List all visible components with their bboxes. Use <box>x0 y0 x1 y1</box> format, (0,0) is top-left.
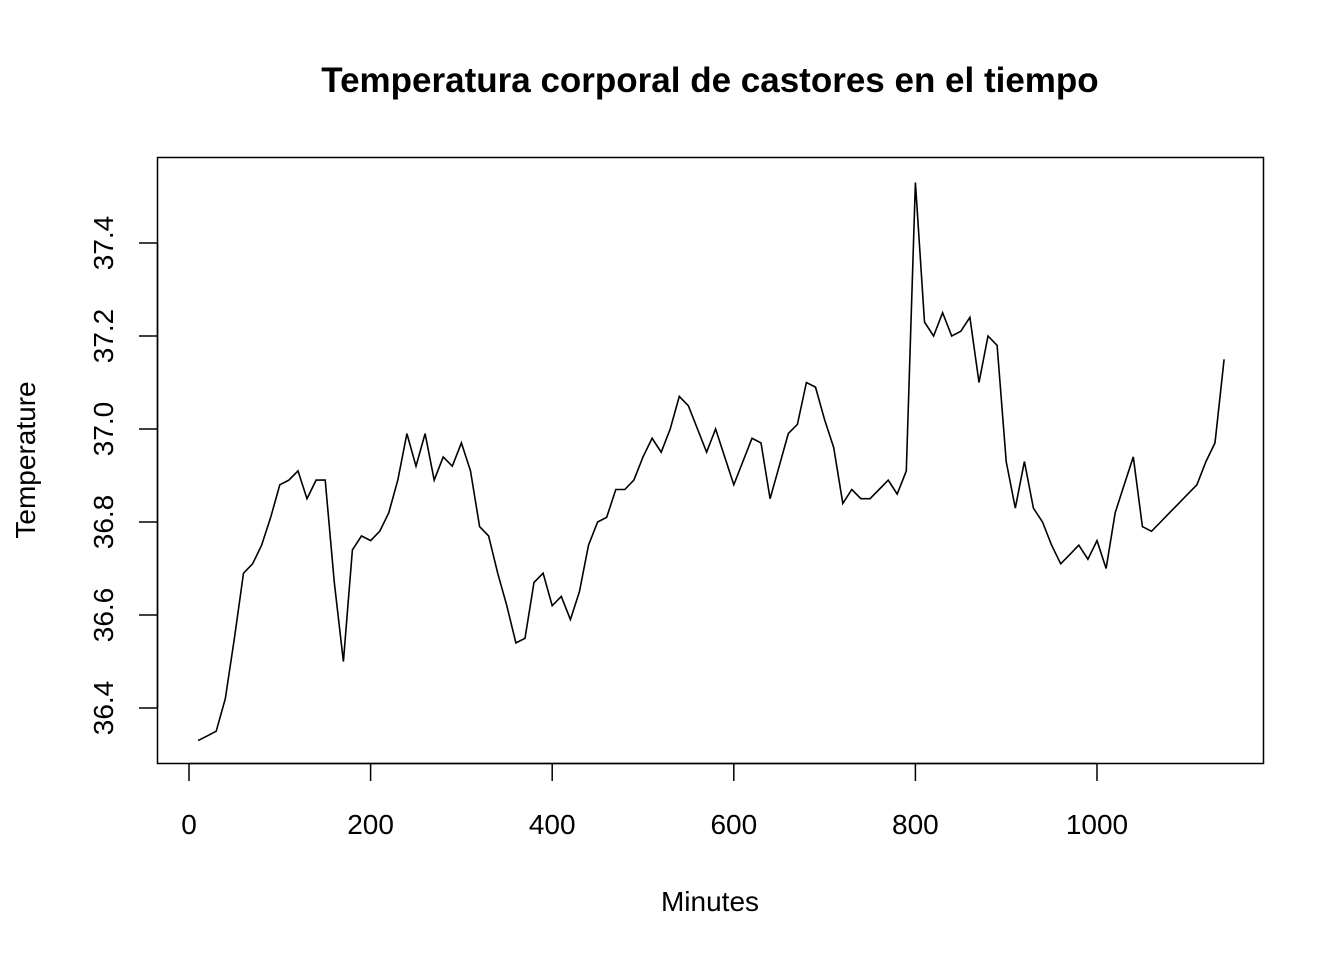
x-tick-label: 200 <box>347 809 394 840</box>
chart-title: Temperatura corporal de castores en el t… <box>321 61 1098 100</box>
y-tick-label: 37.0 <box>88 402 119 457</box>
y-tick-label: 36.8 <box>88 495 119 550</box>
x-tick-label: 600 <box>710 809 757 840</box>
y-axis: 36.4 36.6 36.8 37.0 37.2 37.4 <box>88 216 159 736</box>
x-tick-label: 1000 <box>1066 809 1128 840</box>
x-axis: 0 200 400 600 800 1000 <box>181 762 1128 840</box>
x-tick-label: 400 <box>529 809 576 840</box>
y-tick-label: 37.4 <box>88 216 119 271</box>
x-axis-label: Minutes <box>661 886 759 917</box>
plot-frame <box>156 156 1265 765</box>
temperature-series-line <box>197 182 1225 742</box>
y-tick-label: 37.2 <box>88 309 119 364</box>
y-axis-label: Temperature <box>10 381 41 538</box>
y-tick-label: 36.4 <box>88 681 119 736</box>
x-tick-label: 800 <box>892 809 939 840</box>
x-tick-label: 0 <box>181 809 197 840</box>
y-tick-label: 36.6 <box>88 588 119 643</box>
